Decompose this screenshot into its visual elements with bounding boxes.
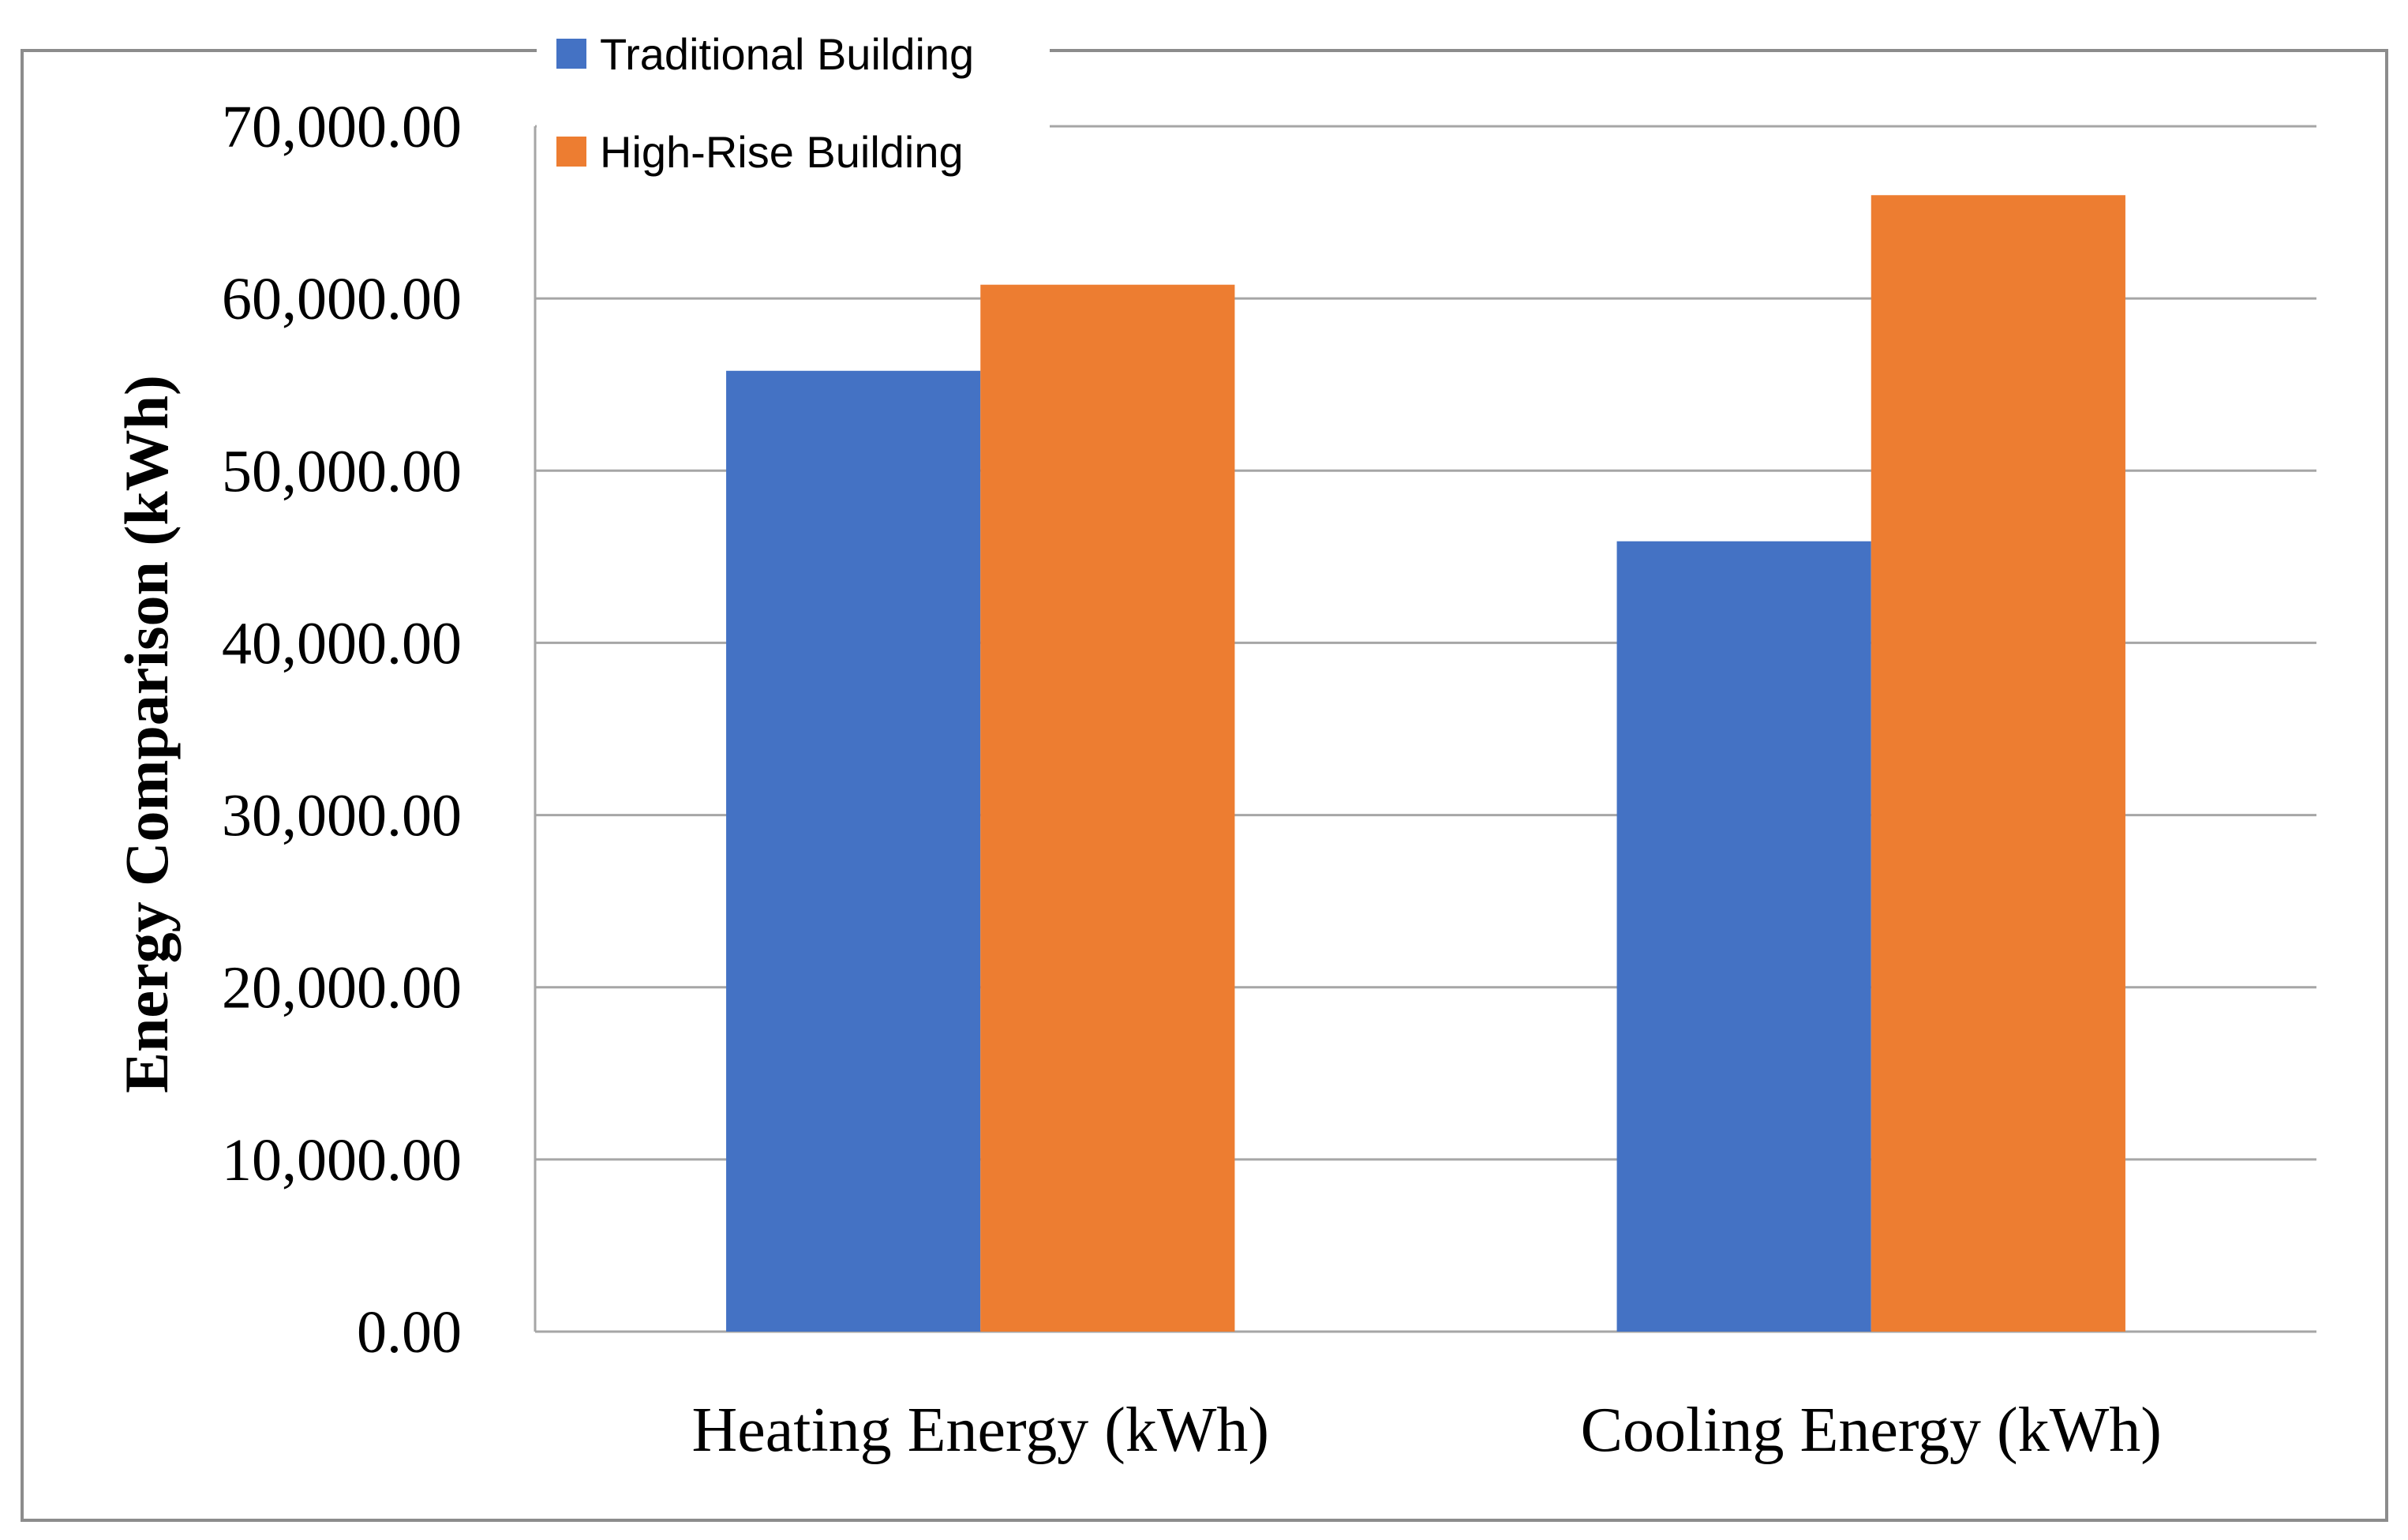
y-tick-label: 20,000.00 — [222, 955, 462, 1021]
bar-traditional-building-1 — [726, 370, 981, 1332]
x-tick-label: Cooling Energy (kWh) — [1581, 1396, 2162, 1465]
x-tick-label: Heating Energy (kWh) — [691, 1396, 1269, 1465]
y-tick-label: 10,000.00 — [222, 1127, 462, 1193]
y-tick-label: 40,000.00 — [222, 610, 462, 676]
y-tick-label: 0.00 — [357, 1299, 462, 1366]
y-axis-title: Energy Comparison (kWh) — [112, 375, 181, 1093]
legend[interactable]: Traditional Building High-Rise Building — [537, 22, 1050, 188]
bar-high-rise-building-2 — [1871, 195, 2125, 1332]
y-tick-label: 50,000.00 — [222, 438, 462, 504]
y-tick-label: 70,000.00 — [222, 94, 462, 160]
y-tick-label: 60,000.00 — [222, 266, 462, 332]
x-tick-labels: Heating Energy (kWh) Cooling Energy (kWh) — [691, 1396, 2161, 1465]
bar-traditional-building-2 — [1616, 541, 1871, 1332]
legend-label: High-Rise Building — [600, 127, 964, 177]
legend-swatch — [556, 39, 586, 69]
y-tick-label: 30,000.00 — [222, 783, 462, 849]
bar-high-rise-building-1 — [980, 284, 1235, 1332]
bars — [726, 195, 2125, 1332]
legend-background — [537, 22, 1050, 188]
y-tick-labels: 0.00 10,000.00 20,000.00 30,000.00 40,000.00… — [222, 94, 462, 1366]
legend-label: Traditional Building — [600, 29, 974, 79]
legend-swatch — [556, 137, 586, 167]
